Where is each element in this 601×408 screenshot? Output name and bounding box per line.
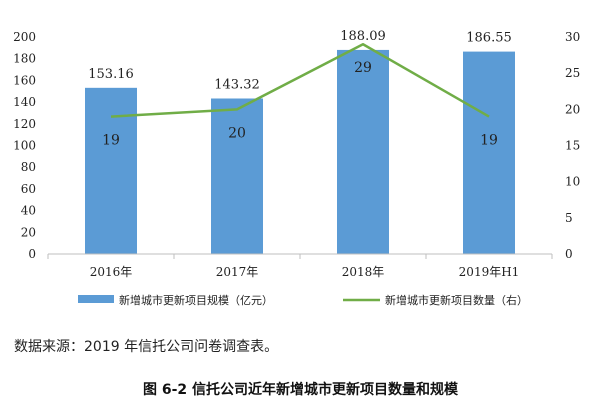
left-tick-label: 40 [21,204,36,218]
source-note: 数据来源：2019 年信托公司问卷调查表。 [14,339,279,355]
bar-value-label: 188.09 [340,29,386,44]
right-tick-label: 20 [565,102,580,116]
left-tick-label: 0 [28,247,36,261]
bar-value-label: 153.16 [88,67,134,82]
legend-line-label: 新增城市更新项目数量（右） [385,293,528,307]
x-axis-labels: 2016年 2017年 2018年 2019年H1 [47,254,553,279]
line-value-label: 20 [228,125,246,141]
left-tick-label: 140 [13,95,36,109]
legend-bar-label: 新增城市更新项目规模（亿元） [119,293,273,307]
bar-series [85,49,515,255]
line-value-labels: 19 20 29 19 [102,60,498,148]
left-axis-ticks: 0 20 40 60 80 100 120 140 160 180 200 [13,30,36,261]
right-tick-label: 0 [565,247,573,261]
right-tick-label: 10 [565,175,580,189]
left-tick-label: 100 [13,139,36,153]
left-tick-label: 20 [21,225,36,239]
combo-chart: 0 20 40 60 80 100 120 140 160 180 200 0 5 10 15 20 25 30… [13,29,580,307]
x-tick-label: 2016年 [90,265,133,279]
bar [211,98,263,254]
right-tick-label: 25 [565,66,580,80]
x-tick-label: 2019年H1 [459,265,520,279]
x-tick-label: 2017年 [216,265,259,279]
bar [463,51,515,255]
right-tick-label: 5 [565,211,573,225]
bar-value-labels: 153.16 143.32 188.09 186.55 [88,29,512,93]
line-value-label: 19 [480,133,498,149]
bar-value-label: 186.55 [466,31,512,46]
legend-bar-swatch [78,295,114,303]
line-value-label: 29 [354,60,372,76]
bar [337,49,389,254]
left-tick-label: 180 [13,52,36,66]
right-axis-ticks: 0 5 10 15 20 25 30 [565,30,580,261]
left-tick-label: 120 [13,117,36,131]
left-tick-label: 160 [13,73,36,87]
right-tick-label: 30 [565,30,580,44]
left-tick-label: 200 [13,30,36,44]
legend: 新增城市更新项目规模（亿元） 新增城市更新项目数量（右） [78,293,528,307]
bar-value-label: 143.32 [214,77,260,92]
x-tick-label: 2018年 [342,265,385,279]
left-tick-label: 80 [21,160,36,174]
line-series [110,42,490,118]
bar [85,87,137,254]
left-tick-label: 60 [21,182,36,196]
figure-caption: 图 6-2 信托公司近年新增城市更新项目数量和规模 [142,382,459,398]
right-tick-label: 15 [565,139,580,153]
line-value-label: 19 [102,133,120,149]
